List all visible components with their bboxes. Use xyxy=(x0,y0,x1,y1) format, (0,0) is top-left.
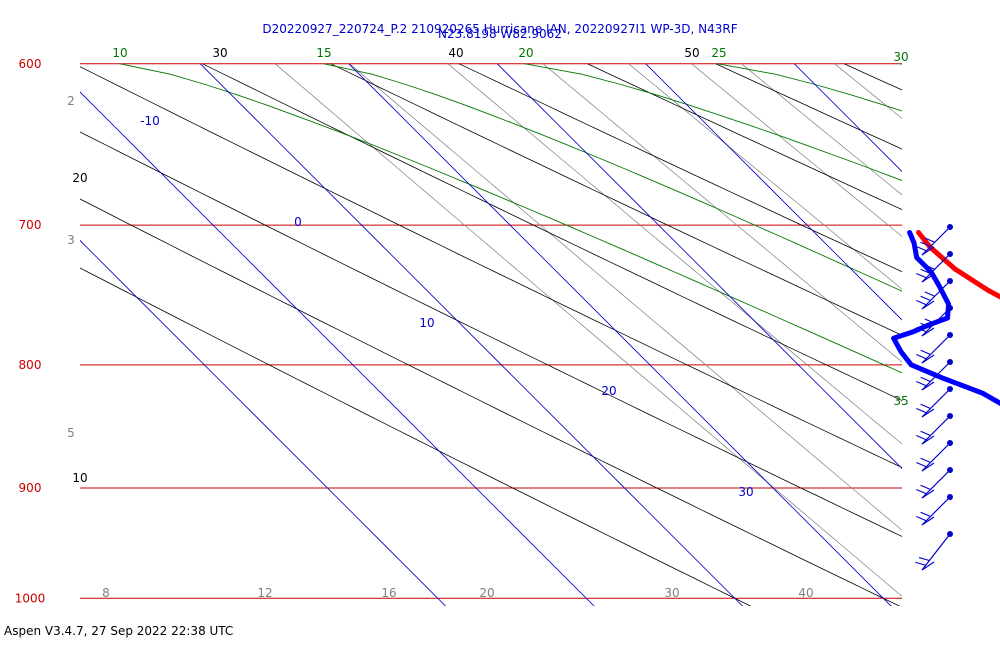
wind-barb xyxy=(916,251,953,283)
wind-barb xyxy=(916,467,953,499)
wind-barb xyxy=(916,278,953,310)
wind-barb xyxy=(915,531,953,571)
theta-e-label: 10 xyxy=(112,46,127,60)
moist-adiabat-line xyxy=(119,63,902,374)
isotherm-line xyxy=(200,63,744,606)
dry-adiabat-lines xyxy=(80,63,1000,650)
pressure-label: 900 xyxy=(19,481,42,495)
dry-adiabat-line xyxy=(330,63,902,336)
wind-barb xyxy=(916,305,953,337)
dry-adiabat-line xyxy=(80,131,902,537)
moist-adiabat-line xyxy=(899,63,902,65)
mixing-ratio-line xyxy=(274,63,902,597)
mixing-ratio-label: 8 xyxy=(102,586,110,600)
mixing-ratio-label: 40 xyxy=(798,586,813,600)
dry-adiabat-line xyxy=(80,198,901,606)
moist-adiabat-lines xyxy=(119,63,902,374)
wind-barb xyxy=(916,332,953,364)
isotherm-label: 30 xyxy=(738,485,753,499)
dry-adiabat-line xyxy=(80,267,752,606)
mixing-ratio-label: 20 xyxy=(479,586,494,600)
isotherm-lines xyxy=(80,63,1000,650)
wind-barb xyxy=(916,359,953,391)
theta-label: 20 xyxy=(72,171,87,185)
wind-barb xyxy=(916,224,953,256)
dry-adiabat-line xyxy=(973,64,1000,650)
pressure-label: 800 xyxy=(19,358,42,372)
chart-title: D20220927_220724_P.2 210920265 Hurricane… xyxy=(262,22,737,36)
sounding-profiles xyxy=(891,230,1000,407)
mixing-ratio-line xyxy=(349,63,902,531)
isotherm-line xyxy=(80,239,447,606)
dry-adiabat-line xyxy=(459,63,902,273)
theta-label: 10 xyxy=(72,471,87,485)
mixing-ratio-label: 12 xyxy=(257,586,272,600)
mixing-ratio-label: 30 xyxy=(664,586,679,600)
wind-barb xyxy=(916,494,953,526)
isotherm-label: -10 xyxy=(140,114,160,128)
mixing-ratio-line xyxy=(542,63,902,363)
isotherm-line xyxy=(497,63,902,470)
isobar-lines xyxy=(80,63,902,599)
isotherm-line xyxy=(348,63,892,606)
theta-label: 50 xyxy=(684,46,699,60)
dry-adiabat-line xyxy=(80,66,902,469)
pressure-label: 700 xyxy=(19,218,42,232)
theta-label: 30 xyxy=(212,46,227,60)
dry-adiabat-line xyxy=(202,63,902,402)
mixing-ratio-lines xyxy=(274,63,1000,650)
isotherm-line xyxy=(80,91,595,606)
mixing-ratio-label: 5 xyxy=(67,426,75,440)
mixing-ratio-line xyxy=(628,63,902,290)
mixing-ratio-line xyxy=(902,64,1000,650)
mixing-ratio-label: 3 xyxy=(67,233,75,247)
wind-barb xyxy=(916,386,953,418)
dry-adiabat-line xyxy=(715,63,902,150)
isotherm-label: 10 xyxy=(419,316,434,330)
pressure-label: 1000 xyxy=(15,591,46,605)
theta-label: 40 xyxy=(448,46,463,60)
dewpoint-profile xyxy=(891,230,1000,407)
wind-barb xyxy=(916,440,953,472)
footer-version-timestamp: Aspen V3.4.7, 27 Sep 2022 22:38 UTC xyxy=(4,624,234,638)
mixing-ratio-label: 16 xyxy=(381,586,396,600)
wind-barbs xyxy=(915,224,953,571)
mixing-ratio-line xyxy=(741,63,902,196)
moist-adiabat-line xyxy=(717,63,902,112)
mixing-ratio-label: 2 xyxy=(67,94,75,108)
theta-e-label: 30 xyxy=(893,50,908,64)
theta-e-label: 35 xyxy=(893,394,908,408)
theta-e-label: 25 xyxy=(711,46,726,60)
isotherm-line xyxy=(645,63,902,321)
theta-e-label: 15 xyxy=(316,46,331,60)
theta-e-label: 20 xyxy=(518,46,533,60)
dry-adiabat-line xyxy=(587,63,902,211)
mixing-ratio-line xyxy=(691,63,902,237)
isotherm-line xyxy=(794,63,902,173)
mixing-ratio-line xyxy=(834,63,902,119)
wind-barb xyxy=(916,413,953,445)
moist-adiabat-line xyxy=(323,63,902,292)
chart-subtitle: N23.8198 W82.9062 xyxy=(438,27,562,41)
isotherm-label: 0 xyxy=(294,215,302,229)
pressure-label: 600 xyxy=(19,57,42,71)
mixing-ratio-line xyxy=(447,63,902,445)
isotherm-label: 20 xyxy=(601,384,616,398)
isotherm-line xyxy=(943,64,1000,650)
